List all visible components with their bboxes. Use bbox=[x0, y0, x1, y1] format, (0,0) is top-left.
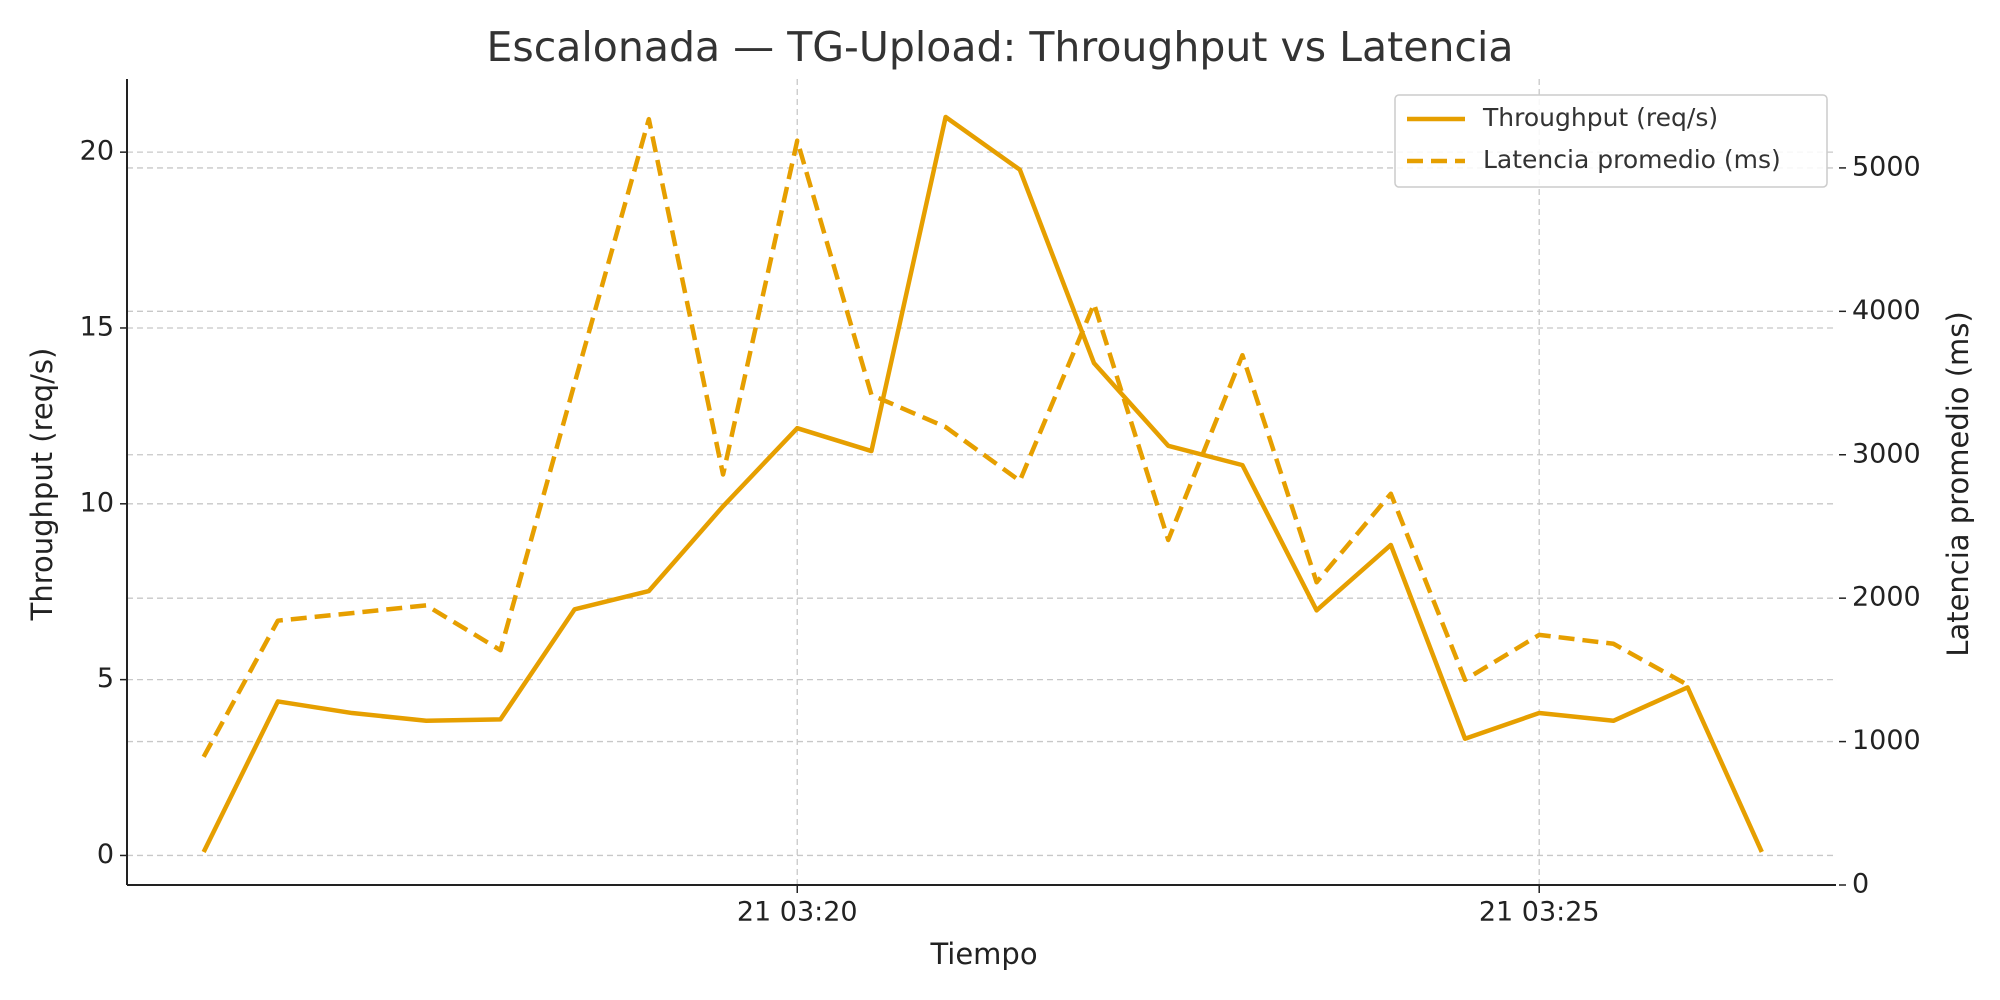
y2-tick-label: 2000 bbox=[1852, 582, 1921, 613]
x-tick-label: 21 03:25 bbox=[1479, 897, 1600, 928]
y2-tick-label: 1000 bbox=[1852, 725, 1921, 756]
y-tick-label: 20 bbox=[80, 136, 114, 167]
y2-tick-label: 4000 bbox=[1852, 295, 1921, 326]
chart-title: Escalonada — TG-Upload: Throughput vs La… bbox=[486, 23, 1513, 71]
legend-label: Latencia promedio (ms) bbox=[1483, 145, 1781, 174]
y2-tick-label: 5000 bbox=[1852, 151, 1921, 182]
y-axis-label: Throughput (req/s) bbox=[25, 348, 59, 622]
y2-tick-label: 0 bbox=[1852, 869, 1869, 900]
legend: Throughput (req/s) Latencia promedio (ms) bbox=[1394, 94, 1828, 188]
y2-tick-label: 3000 bbox=[1852, 438, 1921, 469]
legend-label: Throughput (req/s) bbox=[1482, 103, 1718, 132]
y-tick-label: 15 bbox=[80, 311, 114, 342]
series-line bbox=[201, 116, 1689, 758]
x-axis-label: Tiempo bbox=[929, 937, 1037, 971]
legend-box bbox=[1394, 94, 1828, 188]
y2-axis-label: Latencia promedio (ms) bbox=[1941, 311, 1975, 656]
y-tick-label: 0 bbox=[97, 839, 114, 870]
y-tick-label: 10 bbox=[80, 487, 114, 518]
y-tick-label: 5 bbox=[97, 663, 114, 694]
x-tick-label: 21 03:20 bbox=[737, 897, 858, 928]
series-line bbox=[201, 114, 1764, 853]
